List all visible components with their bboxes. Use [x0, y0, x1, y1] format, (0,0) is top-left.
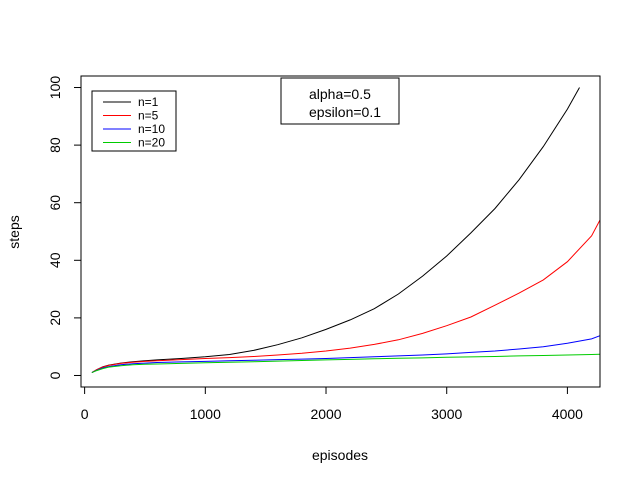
- plot-lines: [91, 87, 601, 374]
- legend: n=1n=5n=10n=20: [91, 90, 177, 152]
- legend-label: n=5: [138, 109, 159, 123]
- y-tick-label: 60: [47, 195, 63, 211]
- legend-box: [91, 90, 177, 152]
- x-axis-label: episodes: [312, 447, 368, 463]
- y-tick-label: 80: [47, 137, 63, 153]
- parameter-note: alpha=0.5 epsilon=0.1: [280, 77, 400, 125]
- legend-label: n=10: [138, 122, 165, 136]
- parameter-note-box: [280, 77, 400, 125]
- series-line-n-20: [91, 353, 601, 374]
- x-tick-label: 4000: [552, 406, 583, 422]
- note-epsilon: epsilon=0.1: [309, 104, 381, 120]
- legend-items: n=1n=5n=10n=20: [103, 95, 165, 150]
- y-tick-label: 40: [47, 252, 63, 268]
- x-tick-label: 0: [81, 406, 89, 422]
- y-axis: 0 20 40 60 80 100: [47, 76, 81, 379]
- x-tick-label: 3000: [431, 406, 462, 422]
- legend-label: n=20: [138, 136, 165, 150]
- y-tick-label: 0: [47, 371, 63, 379]
- series-line-n-5: [91, 219, 601, 374]
- note-alpha: alpha=0.5: [309, 86, 371, 102]
- y-tick-label: 100: [47, 76, 63, 100]
- plot-frame: [80, 75, 601, 388]
- x-tick-label: 2000: [310, 406, 341, 422]
- y-tick-label: 20: [47, 310, 63, 326]
- x-tick-label: 1000: [190, 406, 221, 422]
- x-axis: 0 1000 2000 3000 4000: [81, 387, 583, 422]
- y-axis-label: steps: [6, 215, 22, 248]
- series-line-n-10: [91, 335, 601, 374]
- legend-label: n=1: [138, 95, 159, 109]
